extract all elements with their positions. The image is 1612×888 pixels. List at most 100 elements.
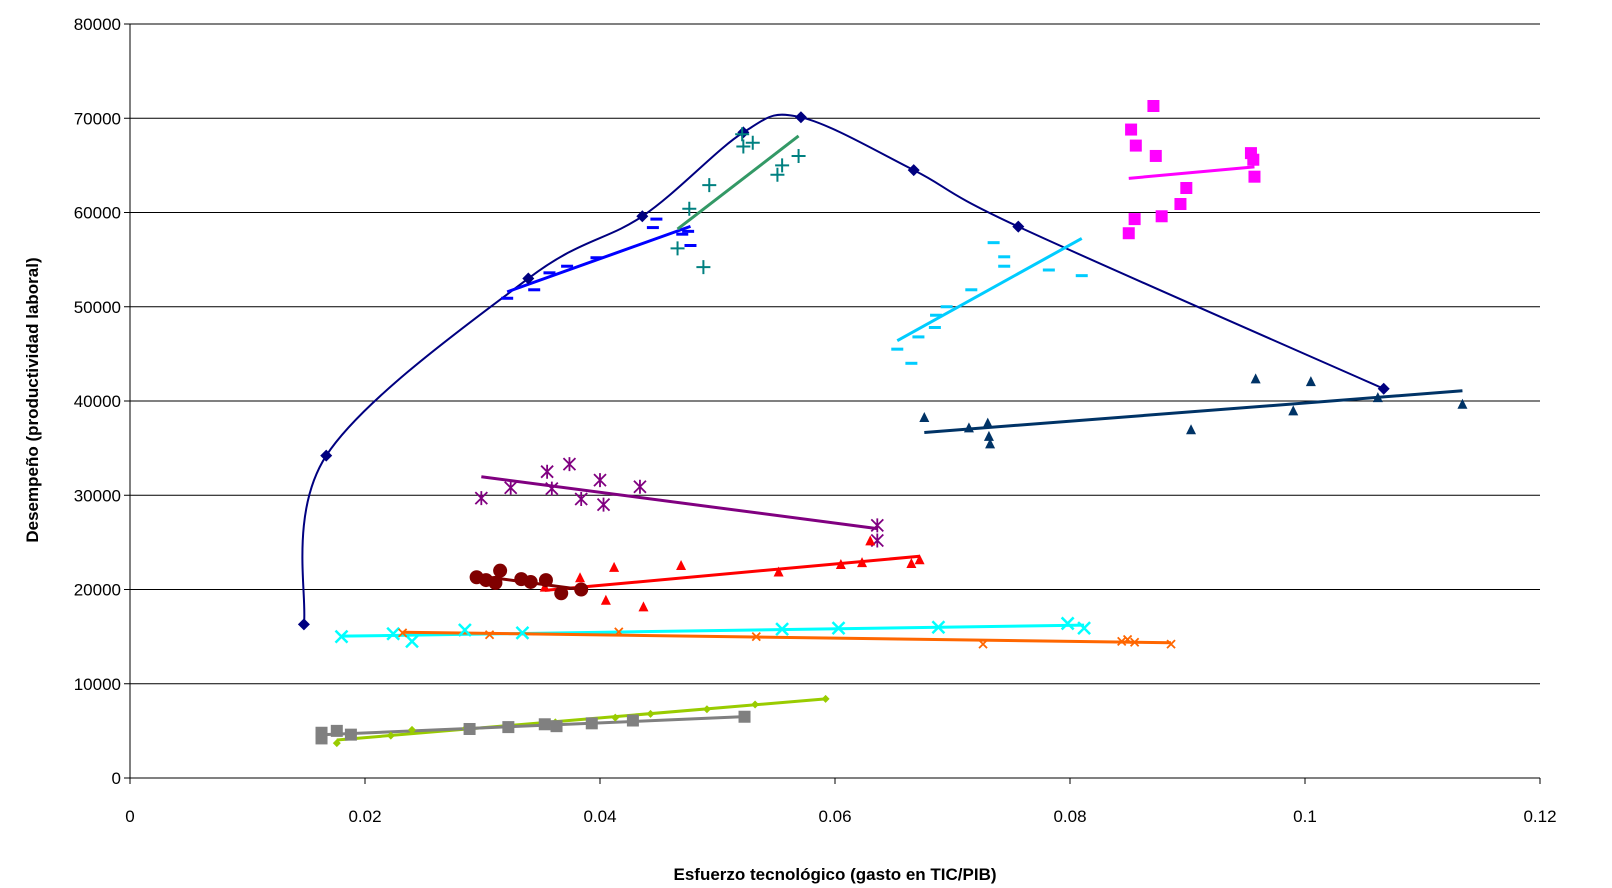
data-point bbox=[982, 417, 993, 428]
data-point bbox=[931, 620, 946, 635]
data-point bbox=[1149, 149, 1162, 162]
trend-line bbox=[321, 715, 745, 737]
trend-line bbox=[544, 554, 920, 592]
data-point bbox=[320, 449, 333, 462]
data-point bbox=[502, 721, 515, 734]
data-point bbox=[1117, 636, 1127, 646]
data-point bbox=[609, 561, 620, 572]
data-point bbox=[751, 631, 761, 642]
data-point bbox=[484, 630, 495, 640]
data-point bbox=[611, 713, 620, 722]
y-tick-label: 30000 bbox=[74, 486, 121, 505]
data-point bbox=[574, 582, 589, 597]
data-point bbox=[540, 464, 554, 479]
data-point bbox=[515, 625, 530, 640]
data-point bbox=[593, 473, 607, 488]
data-point bbox=[835, 558, 846, 569]
data-point bbox=[297, 618, 310, 631]
data-point bbox=[696, 260, 711, 275]
data-point bbox=[538, 573, 553, 588]
trend-line bbox=[676, 134, 800, 231]
data-point bbox=[682, 201, 697, 216]
x-tick-labels: 0 0.02 0.04 0.06 0.08 0.1 0.12 bbox=[125, 807, 1556, 826]
data-point bbox=[1128, 213, 1141, 226]
data-point bbox=[702, 705, 711, 714]
data-point bbox=[751, 700, 760, 709]
trend-line bbox=[1128, 165, 1255, 180]
data-point bbox=[831, 621, 846, 636]
y-tick-label: 70000 bbox=[74, 109, 121, 128]
data-point bbox=[334, 629, 349, 644]
y-tick-label: 80000 bbox=[74, 15, 121, 34]
data-point bbox=[670, 241, 685, 256]
data-points bbox=[297, 99, 1468, 748]
data-point bbox=[397, 628, 408, 638]
data-point bbox=[770, 167, 785, 182]
data-point bbox=[386, 626, 401, 641]
data-point bbox=[736, 139, 751, 154]
data-point bbox=[1147, 99, 1160, 112]
data-point bbox=[1247, 153, 1260, 166]
trend-line bbox=[402, 630, 1172, 645]
data-point bbox=[457, 623, 472, 637]
x-tick-label: 0.12 bbox=[1523, 807, 1556, 826]
data-point bbox=[702, 178, 717, 193]
trend-lines bbox=[301, 113, 1463, 742]
data-point bbox=[857, 557, 868, 568]
data-point bbox=[1305, 376, 1316, 387]
data-point bbox=[1288, 405, 1299, 416]
data-point bbox=[906, 558, 917, 569]
data-point bbox=[545, 481, 559, 496]
trend-line bbox=[924, 389, 1463, 434]
data-point bbox=[463, 722, 476, 735]
data-point bbox=[646, 709, 655, 718]
y-tick-labels: 0 10000 20000 30000 40000 50000 60000 70000 8000… bbox=[74, 15, 121, 788]
axes bbox=[124, 23, 1541, 784]
y-tick-label: 50000 bbox=[74, 298, 121, 317]
trend-curve bbox=[301, 113, 1385, 625]
data-point bbox=[614, 627, 624, 637]
data-point bbox=[574, 492, 588, 507]
data-point bbox=[538, 718, 551, 731]
x-tick-label: 0.06 bbox=[818, 807, 851, 826]
data-point bbox=[575, 572, 586, 583]
y-tick-label: 20000 bbox=[74, 581, 121, 600]
data-point bbox=[344, 728, 357, 741]
data-point bbox=[1372, 392, 1383, 403]
data-point bbox=[737, 126, 750, 139]
y-tick-label: 0 bbox=[112, 769, 121, 788]
data-point bbox=[735, 127, 750, 142]
data-point bbox=[332, 739, 341, 748]
gridlines bbox=[130, 23, 1540, 685]
data-point bbox=[315, 732, 328, 745]
data-point bbox=[745, 135, 760, 150]
data-point bbox=[914, 554, 925, 565]
data-point bbox=[1129, 139, 1142, 152]
data-point bbox=[1012, 220, 1025, 233]
data-point bbox=[330, 724, 343, 737]
data-point bbox=[1155, 210, 1168, 223]
x-tick-label: 0.08 bbox=[1053, 807, 1086, 826]
data-point bbox=[596, 497, 611, 512]
data-point bbox=[1060, 616, 1075, 631]
data-point bbox=[1125, 123, 1138, 136]
data-point bbox=[638, 601, 649, 612]
trend-line bbox=[896, 237, 1083, 343]
data-point bbox=[907, 164, 920, 177]
data-point bbox=[633, 479, 647, 494]
data-point bbox=[963, 422, 974, 433]
data-point bbox=[978, 639, 988, 649]
data-point bbox=[919, 411, 930, 422]
trend-line bbox=[336, 697, 826, 742]
x-tick-label: 0.1 bbox=[1293, 807, 1317, 826]
y-tick-label: 40000 bbox=[74, 392, 121, 411]
trend-line bbox=[481, 475, 878, 531]
data-point bbox=[408, 725, 416, 734]
data-point bbox=[1457, 398, 1468, 409]
data-point bbox=[600, 594, 611, 605]
data-point bbox=[865, 535, 876, 546]
data-point bbox=[1180, 181, 1193, 194]
data-point bbox=[794, 111, 807, 124]
data-point bbox=[1077, 621, 1091, 636]
